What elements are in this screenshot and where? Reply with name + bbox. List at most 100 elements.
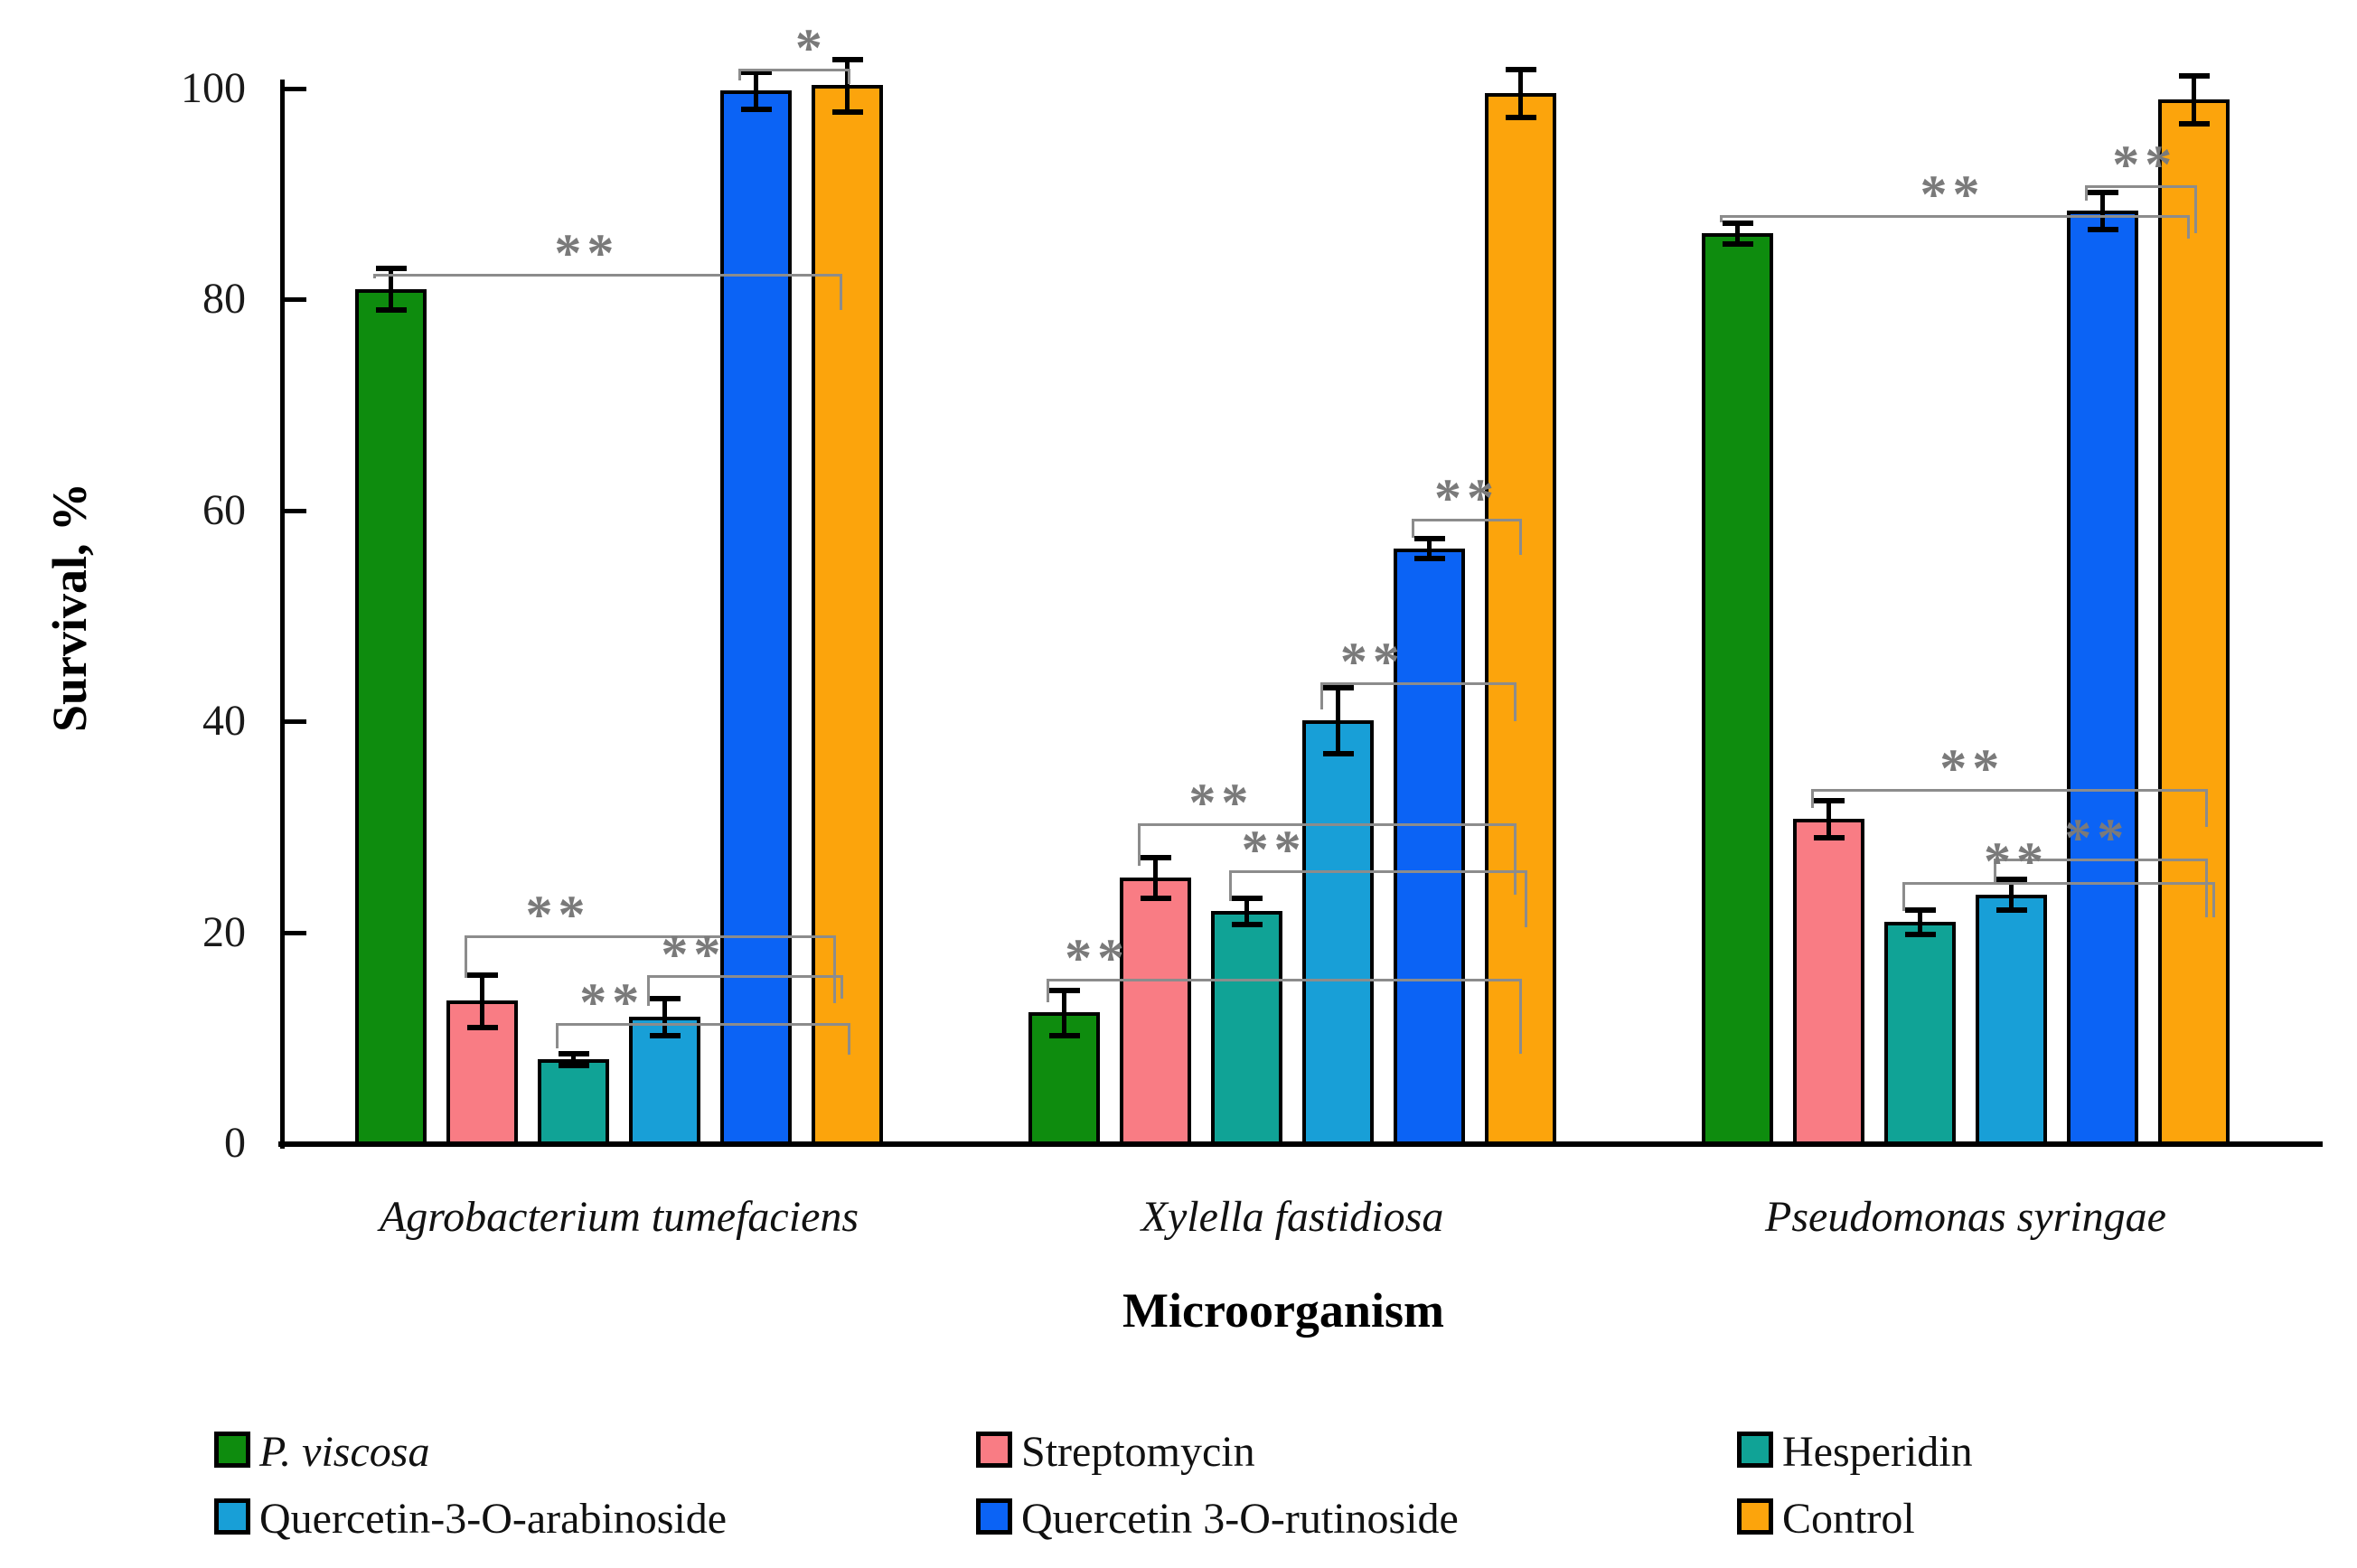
error-bar-line	[1918, 908, 1922, 934]
significance-bracket-line	[1811, 788, 2205, 792]
x-axis-title: Microorganism	[1122, 1283, 1444, 1338]
error-bar-cap-bottom	[1413, 556, 1445, 562]
significance-bracket-line	[738, 68, 848, 71]
significance-bracket-right-hook	[848, 1022, 850, 1055]
significance-bracket-left-hook	[556, 1022, 559, 1048]
y-tick-label: 60	[202, 485, 246, 534]
error-bar-cap-bottom	[558, 1062, 589, 1068]
legend-color-swatch	[976, 1498, 1012, 1535]
x-category-label: Xylella fastidiosa	[1141, 1193, 1444, 1241]
significance-bracket-line	[647, 975, 840, 979]
significance-label: **	[1984, 831, 2050, 891]
legend-color-swatch	[214, 1432, 250, 1468]
y-axis-line	[280, 80, 285, 1149]
error-bar-line	[1518, 68, 1523, 117]
error-bar-line	[1244, 897, 1249, 925]
significance-bracket-line	[1138, 823, 1514, 827]
significance-bracket-line	[465, 935, 833, 939]
error-bar-cap-top	[1722, 221, 1753, 227]
error-bar-cap-top	[1231, 896, 1263, 902]
x-category-label: Agrobacterium tumefaciens	[379, 1193, 859, 1241]
y-tick-label: 40	[202, 697, 246, 746]
significance-bracket-right-hook	[1519, 519, 1522, 555]
significance-bracket-line	[1047, 978, 1519, 981]
significance-bracket-left-hook	[1720, 215, 1723, 223]
error-bar-cap-bottom	[1048, 1032, 1080, 1038]
significance-bracket-left-hook	[1412, 519, 1414, 539]
error-bar-cap-bottom	[1505, 114, 1536, 120]
significance-bracket-right-hook	[1519, 978, 1522, 1054]
error-bar-cap-top	[1813, 797, 1845, 803]
significance-bracket-right-hook	[833, 935, 836, 1003]
significance-bracket-line	[1229, 869, 1525, 873]
bar	[2067, 211, 2138, 1145]
legend: P. viscosa Streptomycin Hesperidin Querceti…	[0, 1392, 2357, 1568]
error-bar-cap-bottom	[1322, 751, 1354, 757]
error-bar-cap-top	[2087, 190, 2118, 196]
error-bar-cap-top	[1904, 906, 1936, 913]
significance-label: **	[525, 885, 591, 945]
bar	[1793, 818, 1864, 1145]
error-bar-line	[2192, 74, 2196, 124]
error-bar-cap-top	[375, 266, 407, 272]
error-bar-cap-bottom	[1140, 896, 1171, 902]
error-bar-cap-bottom	[2178, 120, 2210, 127]
significance-bracket-line	[1320, 682, 1514, 686]
legend-label: Quercetin 3-O-rutinoside	[1021, 1495, 1459, 1543]
x-category-label: Pseudomonas syringae	[1765, 1193, 2166, 1241]
y-tick-mark	[285, 719, 306, 725]
significance-label: **	[1339, 632, 1405, 692]
error-bar-cap-top	[466, 972, 498, 979]
bar	[1884, 921, 1956, 1145]
significance-bracket-right-hook	[2205, 788, 2208, 827]
significance-bracket-line	[1720, 215, 2187, 219]
bar	[1211, 911, 1282, 1145]
significance-bracket-right-hook	[2212, 881, 2215, 918]
bar	[355, 288, 427, 1145]
significance-bracket-left-hook	[465, 935, 467, 978]
bar	[812, 85, 883, 1145]
error-bar-cap-top	[558, 1050, 589, 1056]
error-bar-line	[845, 59, 850, 112]
bar	[2158, 99, 2230, 1145]
significance-bracket-right-hook	[848, 68, 850, 85]
significance-label: **	[579, 972, 645, 1032]
significance-bracket-right-hook	[2187, 215, 2190, 239]
legend-label: P. viscosa	[259, 1428, 430, 1476]
significance-bracket-left-hook	[373, 274, 376, 279]
significance-label: *	[794, 17, 828, 78]
error-bar-cap-top	[1505, 66, 1536, 72]
error-bar-line	[389, 268, 393, 311]
y-axis-title: Survival, %	[42, 482, 97, 733]
significance-label: **	[2064, 807, 2130, 868]
error-bar-line	[571, 1052, 576, 1066]
significance-bracket-left-hook	[1994, 858, 1996, 884]
error-bar-cap-bottom	[1722, 240, 1753, 247]
x-axis-line	[278, 1141, 2323, 1147]
significance-bracket-right-hook	[2205, 858, 2208, 918]
y-tick-mark	[285, 930, 306, 935]
legend-color-swatch	[1737, 1498, 1773, 1535]
y-tick-label: 0	[224, 1119, 246, 1167]
bar	[1394, 548, 1465, 1145]
significance-bracket-left-hook	[1320, 682, 1323, 710]
error-bar-cap-bottom	[740, 107, 772, 113]
error-bar-cap-top	[1995, 877, 2027, 883]
error-bar-line	[1062, 989, 1066, 1036]
error-bar-cap-top	[1413, 536, 1445, 542]
significance-bracket-left-hook	[1138, 823, 1141, 867]
y-tick-label: 80	[202, 275, 246, 324]
bar	[1485, 92, 1556, 1145]
error-bar-cap-bottom	[1904, 931, 1936, 937]
legend-color-swatch	[1737, 1432, 1773, 1468]
error-bar-cap-top	[1322, 684, 1354, 690]
error-bar-cap-top	[649, 995, 681, 1001]
significance-bracket-right-hook	[1514, 823, 1517, 895]
significance-bracket-line	[373, 274, 840, 277]
legend-label: Streptomycin	[1021, 1428, 1255, 1476]
error-bar-cap-bottom	[1813, 834, 1845, 840]
error-bar-cap-bottom	[1231, 922, 1263, 928]
significance-bracket-right-hook	[840, 975, 843, 1000]
